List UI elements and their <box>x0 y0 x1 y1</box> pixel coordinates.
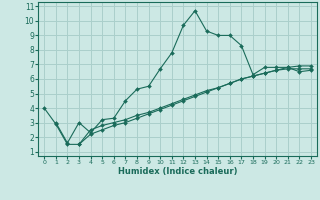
X-axis label: Humidex (Indice chaleur): Humidex (Indice chaleur) <box>118 167 237 176</box>
